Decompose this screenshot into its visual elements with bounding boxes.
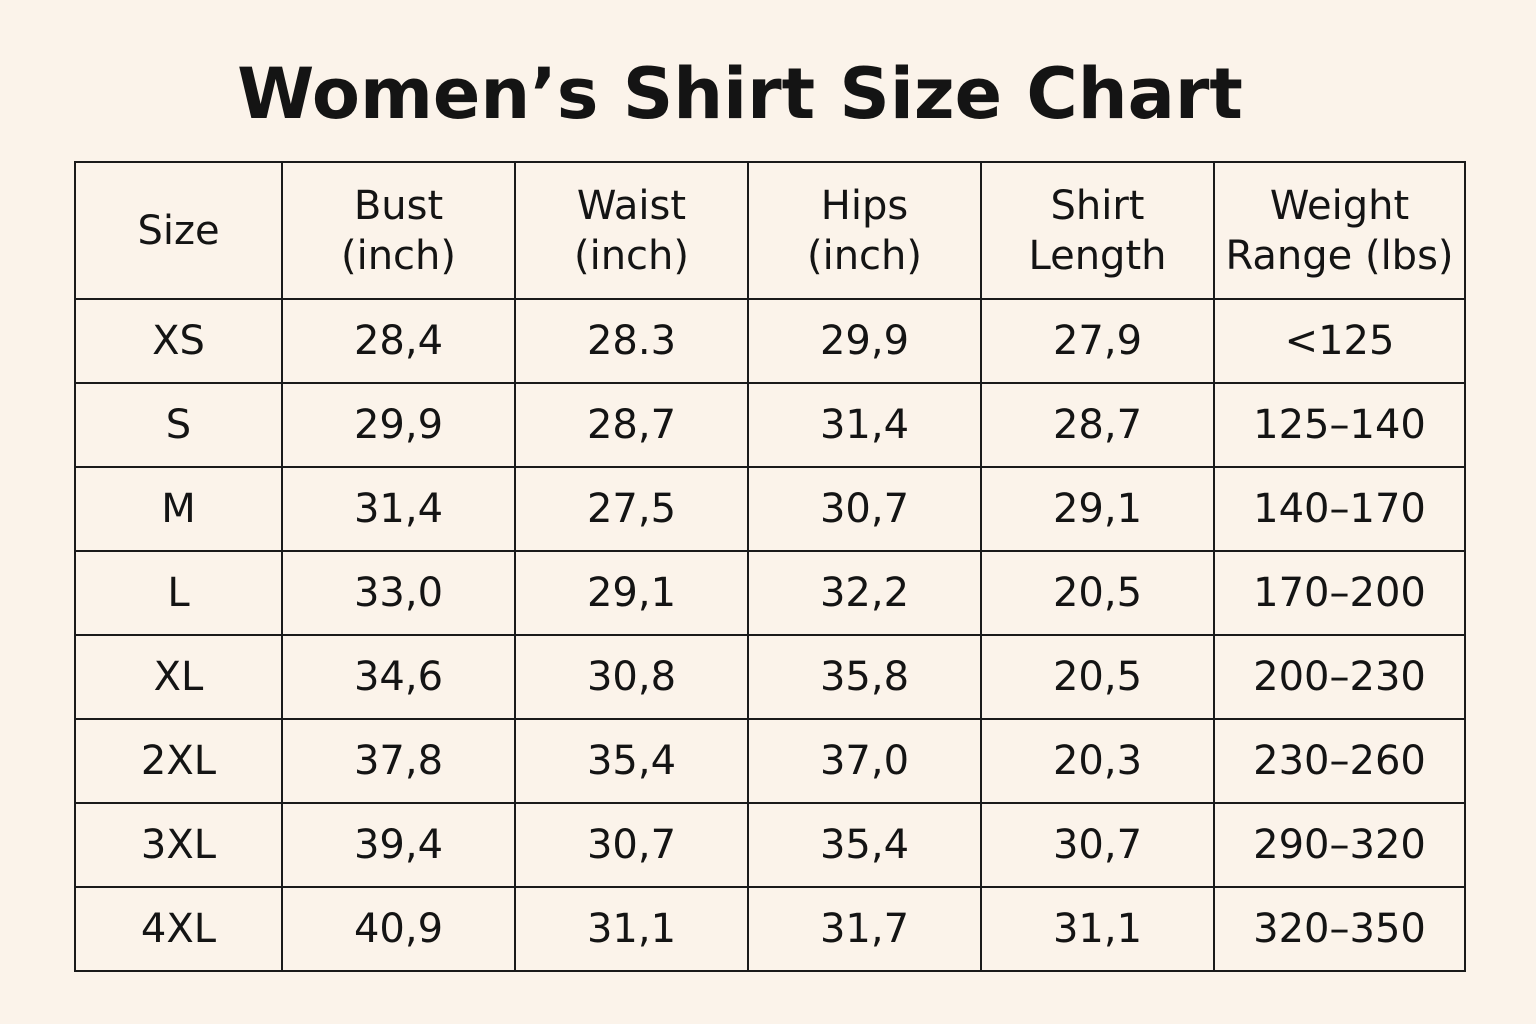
column-header-bust: Bust (inch) [281, 161, 516, 300]
table-row: 4XL 40,9 31,1 31,7 31,1 320–350 [74, 886, 1466, 972]
table-cell-size: S [74, 382, 283, 468]
table-cell-waist: 30,8 [514, 634, 749, 720]
table-row: XL 34,6 30,8 35,8 20,5 200–230 [74, 634, 1466, 720]
table-cell-shirt-length: 20,5 [980, 550, 1215, 636]
table-cell-hips: 35,4 [747, 802, 982, 888]
table-cell-weight-range: 200–230 [1213, 634, 1466, 720]
table-cell-waist: 30,7 [514, 802, 749, 888]
column-header-shirt-length: Shirt Length [980, 161, 1215, 300]
table-cell-shirt-length: 31,1 [980, 886, 1215, 972]
table-cell-waist: 27,5 [514, 466, 749, 552]
table-row: L 33,0 29,1 32,2 20,5 170–200 [74, 550, 1466, 636]
table-cell-size: XS [74, 298, 283, 384]
column-header-line: Bust [353, 182, 444, 229]
chart-title: Women’s Shirt Size Chart [237, 53, 1243, 135]
table-row: XS 28,4 28.3 29,9 27,9 <125 [74, 298, 1466, 384]
table-cell-hips: 35,8 [747, 634, 982, 720]
table-cell-shirt-length: 20,3 [980, 718, 1215, 804]
column-header-hips: Hips (inch) [747, 161, 982, 300]
table-cell-waist: 29,1 [514, 550, 749, 636]
table-cell-bust: 28,4 [281, 298, 516, 384]
table-cell-size: 3XL [74, 802, 283, 888]
table-header: Size Bust (inch) Waist (inch) Hips (inch) Shirt… [74, 161, 1466, 300]
column-header-line: Length [1028, 232, 1167, 279]
table-cell-hips: 31,4 [747, 382, 982, 468]
table-cell-shirt-length: 27,9 [980, 298, 1215, 384]
column-header-line: Weight [1269, 182, 1410, 229]
table-cell-size: M [74, 466, 283, 552]
table-cell-bust: 40,9 [281, 886, 516, 972]
size-table: Size Bust (inch) Waist (inch) Hips (inch) Shirt… [74, 161, 1466, 972]
table-cell-weight-range: 230–260 [1213, 718, 1466, 804]
table-cell-hips: 29,9 [747, 298, 982, 384]
table-cell-bust: 39,4 [281, 802, 516, 888]
column-header-line: (inch) [340, 232, 457, 279]
table-cell-weight-range: 170–200 [1213, 550, 1466, 636]
table-cell-size: XL [74, 634, 283, 720]
column-header-line: Size [137, 207, 220, 254]
table-cell-shirt-length: 20,5 [980, 634, 1215, 720]
table-cell-weight-range: <125 [1213, 298, 1466, 384]
table-cell-waist: 28,7 [514, 382, 749, 468]
table-cell-bust: 31,4 [281, 466, 516, 552]
table-cell-weight-range: 140–170 [1213, 466, 1466, 552]
table-row: 3XL 39,4 30,7 35,4 30,7 290–320 [74, 802, 1466, 888]
table-cell-size: 2XL [74, 718, 283, 804]
table-cell-size: 4XL [74, 886, 283, 972]
table-row: M 31,4 27,5 30,7 29,1 140–170 [74, 466, 1466, 552]
table-cell-shirt-length: 30,7 [980, 802, 1215, 888]
table-cell-bust: 29,9 [281, 382, 516, 468]
column-header-size: Size [74, 161, 283, 300]
column-header-waist: Waist (inch) [514, 161, 749, 300]
table-row: 2XL 37,8 35,4 37,0 20,3 230–260 [74, 718, 1466, 804]
table-cell-hips: 31,7 [747, 886, 982, 972]
table-cell-waist: 35,4 [514, 718, 749, 804]
table-cell-waist: 31,1 [514, 886, 749, 972]
table-cell-weight-range: 290–320 [1213, 802, 1466, 888]
table-cell-bust: 33,0 [281, 550, 516, 636]
table-cell-bust: 34,6 [281, 634, 516, 720]
column-header-line: (inch) [806, 232, 923, 279]
table-cell-waist: 28.3 [514, 298, 749, 384]
table-cell-hips: 30,7 [747, 466, 982, 552]
table-cell-weight-range: 320–350 [1213, 886, 1466, 972]
table-cell-shirt-length: 29,1 [980, 466, 1215, 552]
column-header-line: Waist [576, 182, 687, 229]
header-row: Size Bust (inch) Waist (inch) Hips (inch) Shirt… [74, 161, 1466, 300]
column-header-line: Hips [820, 182, 909, 229]
column-header-line: Shirt [1050, 182, 1145, 229]
column-header-line: Range (lbs) [1225, 232, 1454, 279]
table-cell-size: L [74, 550, 283, 636]
table-cell-hips: 37,0 [747, 718, 982, 804]
table-cell-weight-range: 125–140 [1213, 382, 1466, 468]
table-cell-hips: 32,2 [747, 550, 982, 636]
column-header-weight-range: Weight Range (lbs) [1213, 161, 1466, 300]
table-row: S 29,9 28,7 31,4 28,7 125–140 [74, 382, 1466, 468]
table-cell-shirt-length: 28,7 [980, 382, 1215, 468]
table-cell-bust: 37,8 [281, 718, 516, 804]
table-body: XS 28,4 28.3 29,9 27,9 <125 S 29,9 28,7 31,4 28,7 1… [74, 298, 1466, 972]
column-header-line: (inch) [573, 232, 690, 279]
